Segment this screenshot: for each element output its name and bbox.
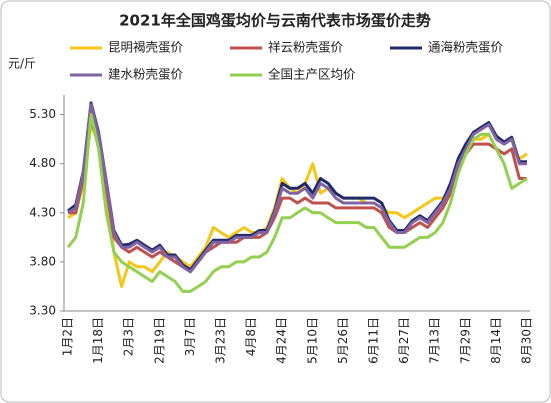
series-line <box>67 103 527 274</box>
x-tick-label: 8月30日 <box>520 317 534 364</box>
y-tick-label: 4.30 <box>29 205 56 219</box>
legend-label: 昆明褐壳蛋价 <box>108 40 184 55</box>
y-tick-label: 3.30 <box>29 304 56 318</box>
y-tick-label: 4.80 <box>29 156 56 170</box>
x-tick-label: 2月19日 <box>152 317 166 364</box>
x-tick-label: 6月11日 <box>367 317 381 364</box>
series-line <box>68 118 527 274</box>
y-tick-label: 3.80 <box>29 254 56 268</box>
y-tick-label: 5.30 <box>29 107 56 121</box>
legend-label: 通海粉壳蛋价 <box>428 40 504 55</box>
legend-label: 建水粉壳蛋价 <box>108 67 184 82</box>
y-axis-label: 元/斤 <box>8 57 36 71</box>
x-tick-label: 2月3日 <box>122 317 136 356</box>
chart-title: 2021年全国鸡蛋均价与云南代表市场蛋价走势 <box>119 12 431 30</box>
legend-label: 全国主产区均价 <box>268 67 356 82</box>
x-tick-label: 5月26日 <box>336 317 350 364</box>
x-tick-label: 6月27日 <box>397 317 411 364</box>
x-tick-label: 7月13日 <box>428 317 442 364</box>
x-tick-label: 3月23日 <box>214 317 228 364</box>
x-tick-label: 4月24日 <box>275 317 289 364</box>
x-tick-label: 8月14日 <box>489 317 503 364</box>
x-tick-label: 4月8日 <box>244 317 258 356</box>
x-tick-label: 5月10日 <box>305 317 319 364</box>
x-tick-label: 7月29日 <box>458 317 472 364</box>
x-tick-label: 3月7日 <box>183 317 197 356</box>
legend-label: 祥云粉壳蛋价 <box>268 40 344 55</box>
x-tick-label: 1月2日 <box>61 317 75 356</box>
series-line <box>66 113 528 293</box>
x-tick-label: 1月18日 <box>91 317 105 364</box>
